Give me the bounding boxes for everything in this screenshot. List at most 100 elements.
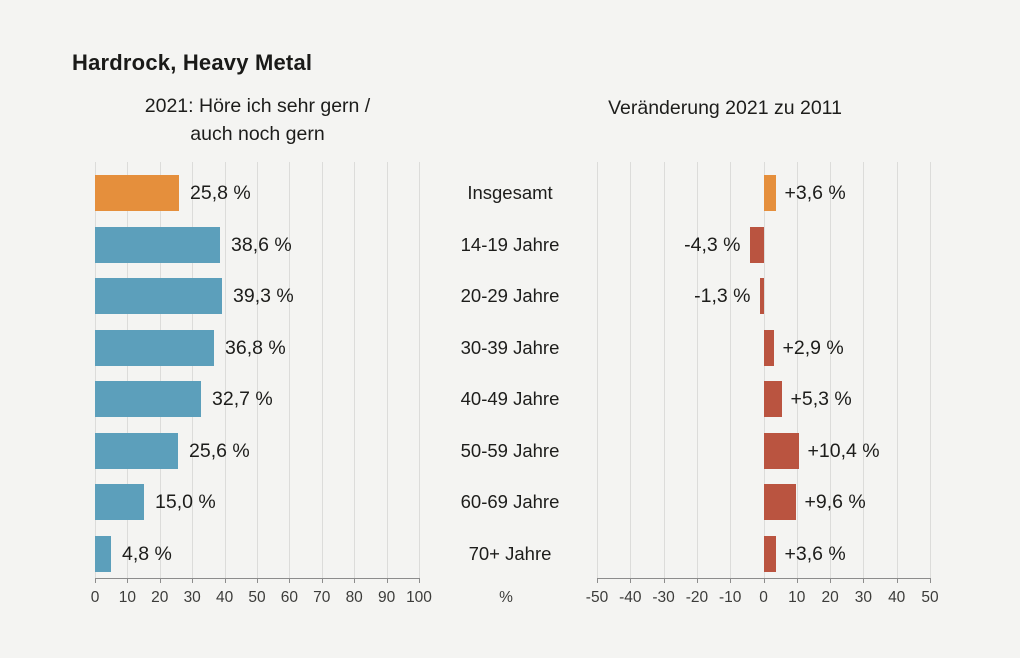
axis-tick-label: 30 xyxy=(183,589,201,606)
gridline xyxy=(95,162,96,578)
gridline xyxy=(224,162,226,578)
left-chart-subtitle: 2021: Höre ich sehr gern / auch noch ger… xyxy=(95,92,420,148)
axis-tick-label: 50 xyxy=(921,589,939,606)
left-bar xyxy=(95,381,201,417)
right-bar xyxy=(763,484,796,520)
axis-tick xyxy=(354,578,356,583)
axis-tick-label: 10 xyxy=(118,589,137,606)
left-axis-line xyxy=(95,578,420,579)
axis-tick-label: 80 xyxy=(345,589,363,606)
axis-tick-label: -30 xyxy=(652,589,675,606)
axis-tick-label: 40 xyxy=(888,589,906,606)
right-bar-value-label: +2,9 % xyxy=(782,337,844,359)
right-chart-subtitle: Veränderung 2021 zu 2011 xyxy=(608,97,842,119)
right-bar-value-label: +3,6 % xyxy=(784,182,846,204)
category-label: 14-19 Jahre xyxy=(460,234,560,255)
gridline xyxy=(763,162,765,578)
left-bar-value-label: 36,8 % xyxy=(225,337,286,359)
axis-tick xyxy=(419,578,420,583)
gridline xyxy=(630,162,632,578)
axis-tick xyxy=(696,578,698,583)
gridline xyxy=(830,162,832,578)
gridline xyxy=(796,162,798,578)
gridline xyxy=(127,162,129,578)
gridline xyxy=(419,162,420,578)
right-bar xyxy=(763,536,776,572)
axis-tick-label: 70 xyxy=(313,589,331,606)
axis-tick xyxy=(930,578,931,583)
right-bar xyxy=(763,433,799,469)
category-label: 20-29 Jahre xyxy=(460,285,560,306)
gridline xyxy=(257,162,258,578)
right-bar xyxy=(759,278,764,314)
axis-tick xyxy=(95,578,96,583)
right-bar-value-label: +5,3 % xyxy=(790,388,852,410)
axis-tick xyxy=(763,578,765,583)
chart-title: Hardrock, Heavy Metal xyxy=(72,50,313,75)
left-bar-value-label: 25,6 % xyxy=(189,440,250,462)
left-bar xyxy=(95,227,220,263)
left-chart-subtitle-line2: auch noch gern xyxy=(190,123,325,145)
left-bar-value-label: 39,3 % xyxy=(233,285,294,307)
axis-tick xyxy=(863,578,865,583)
axis-tick-label: 20 xyxy=(151,589,169,606)
axis-tick xyxy=(597,578,598,583)
axis-tick xyxy=(127,578,129,583)
axis-tick xyxy=(257,578,258,583)
gridline xyxy=(354,162,356,578)
gridline xyxy=(896,162,898,578)
gridline xyxy=(863,162,865,578)
right-axis-line xyxy=(597,578,931,579)
gridline xyxy=(192,162,194,578)
axis-tick xyxy=(630,578,632,583)
axis-tick-label: 10 xyxy=(788,589,806,606)
right-bar-value-label: +3,6 % xyxy=(784,543,846,565)
axis-tick xyxy=(192,578,194,583)
left-bar xyxy=(95,536,111,572)
right-bar-value-label: +9,6 % xyxy=(804,491,866,513)
axis-tick-label: -20 xyxy=(685,589,709,606)
axis-tick xyxy=(289,578,291,583)
axis-tick-label: -40 xyxy=(619,589,642,606)
axis-tick xyxy=(663,578,665,583)
category-label: 60-69 Jahre xyxy=(460,491,560,512)
gridline xyxy=(597,162,598,578)
gridline xyxy=(730,162,732,578)
left-bar-value-label: 38,6 % xyxy=(231,234,292,256)
category-label: 40-49 Jahre xyxy=(460,388,560,409)
axis-tick-label: -10 xyxy=(718,589,742,606)
gridline xyxy=(159,162,161,578)
right-bar-value-label: -4,3 % xyxy=(684,234,741,256)
axis-tick-label: -50 xyxy=(585,589,609,606)
left-bar-value-label: 15,0 % xyxy=(155,491,216,513)
left-chart-subtitle-line1: 2021: Höre ich sehr gern / xyxy=(144,95,371,117)
axis-tick-label: 20 xyxy=(821,589,839,606)
axis-tick-label: 30 xyxy=(854,589,873,606)
axis-tick xyxy=(830,578,832,583)
left-bar xyxy=(95,175,179,211)
left-bar xyxy=(95,433,178,469)
left-bar-value-label: 32,7 % xyxy=(212,388,273,410)
axis-tick xyxy=(159,578,161,583)
axis-tick-label: 0 xyxy=(759,589,768,606)
axis-tick-label: 100 xyxy=(406,589,432,606)
axis-tick xyxy=(796,578,798,583)
left-bar xyxy=(95,484,144,520)
gridline xyxy=(386,162,388,578)
axis-tick-label: 0 xyxy=(90,589,100,606)
axis-tick xyxy=(224,578,226,583)
axis-tick-label: 40 xyxy=(215,589,234,606)
right-bar xyxy=(763,175,776,211)
gridline xyxy=(663,162,665,578)
category-label: 70+ Jahre xyxy=(468,543,552,564)
axis-tick-label: 50 xyxy=(248,589,266,606)
right-bar-value-label: +10,4 % xyxy=(807,440,880,462)
axis-tick-label: 90 xyxy=(377,589,396,606)
left-bar-value-label: 4,8 % xyxy=(122,543,172,565)
category-label: 50-59 Jahre xyxy=(460,440,560,461)
right-bar xyxy=(749,227,764,263)
axis-tick-label: 60 xyxy=(280,589,299,606)
axis-tick xyxy=(321,578,323,583)
axis-tick xyxy=(730,578,732,583)
